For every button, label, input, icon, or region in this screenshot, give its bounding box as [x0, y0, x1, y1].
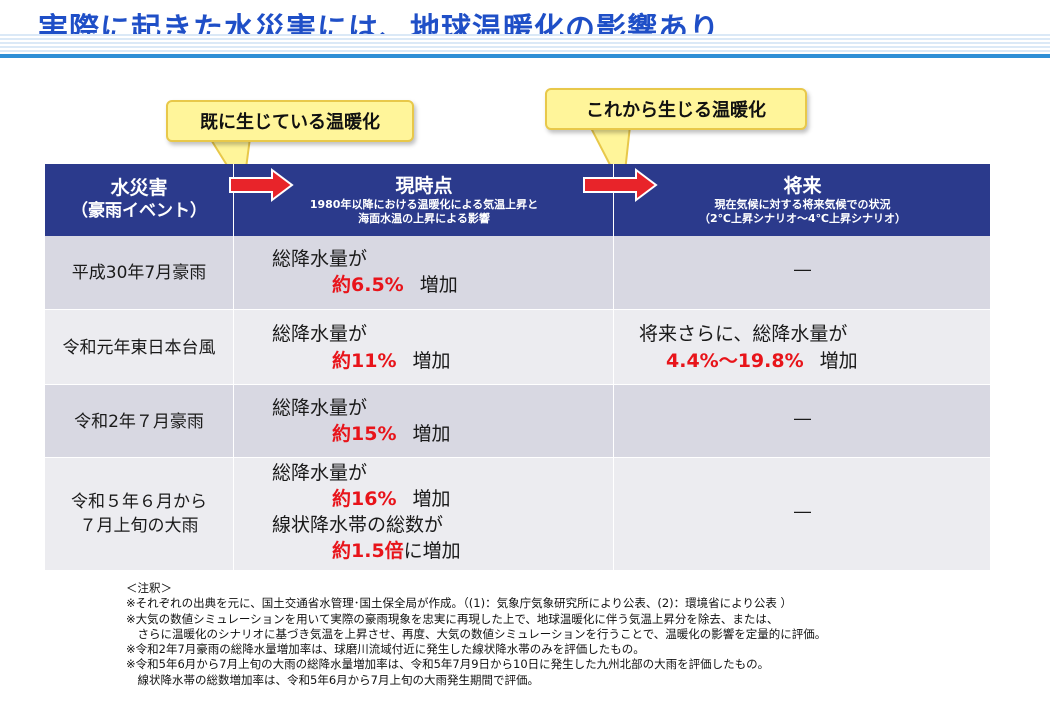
note-item: さらに温暖化のシナリオに基づき気温を上昇させ、再度、大気の数値シミュレーションを… — [126, 626, 827, 641]
table-row: 令和５年６月から ７月上旬の大雨 総降水量が 約16% 増加 線状降水帯の総数が… — [45, 457, 990, 570]
note-item: 線状降水帯の総数増加率は、令和5年6月から7月上旬の大雨発生期間で評価。 — [126, 672, 539, 687]
header-future-desc-1: 現在気候に対する将来気候での状況 — [714, 197, 891, 211]
disaster-name-line1: 令和５年６月から — [71, 492, 207, 512]
rainband-increase: 約1.5倍に増加 — [332, 538, 461, 564]
future-impact: ― — [613, 458, 991, 570]
disaster-name-line2: ７月上旬の大雨 — [79, 516, 199, 536]
current-value: 約6.5% — [332, 274, 404, 296]
table-row: 令和2年７月豪雨 総降水量が 約15% 増加 ― — [45, 384, 990, 458]
header-disaster-subtitle: （豪雨イベント） — [71, 201, 207, 221]
title-underline — [0, 54, 1050, 58]
current-value: 約11% — [332, 350, 397, 372]
current-impact: 総降水量が 約16% 増加 線状降水帯の総数が 約1.5倍に増加 — [233, 458, 614, 570]
note-heading: ＜注釈＞ — [126, 581, 172, 595]
note-item: ※大気の数値シミュレーションを用いて実際の豪雨現象を忠実に再現した上で、地球温暖… — [126, 611, 779, 626]
header-current-title: 現時点 — [395, 174, 453, 197]
current-label: 総降水量が — [272, 397, 368, 419]
table-header: 水災害 （豪雨イベント） 現時点 1980年以降における温暖化による気温上昇と … — [45, 164, 990, 236]
current-increase: 約11% 増加 — [332, 348, 451, 374]
future-dash: ― — [794, 260, 811, 280]
note-item: ※令和5年6月から7月上旬の大雨の総降水量増加率は、令和5年7月9日から10日に… — [126, 657, 770, 672]
header-disaster: 水災害 （豪雨イベント） — [45, 164, 233, 236]
callout-future-warming: これから生じる温暖化 — [545, 88, 807, 130]
callout-existing-warming: 既に生じている温暖化 — [166, 100, 414, 142]
header-current: 現時点 1980年以降における温暖化による気温上昇と 海面水温の上昇による影響 — [233, 164, 614, 236]
future-impact: 将来さらに、総降水量が 4.4%～19.8% 増加 — [613, 310, 991, 385]
rainband-value: 約1.5倍 — [332, 540, 404, 562]
arrow-right-icon — [583, 168, 658, 202]
rainband-suffix: に増加 — [403, 540, 461, 562]
header-future-title: 将来 — [783, 174, 822, 197]
footnotes: ＜注釈＞ ※それぞれの出典を元に、国土交通省水管理･国土保全局が作成。（(1)：… — [126, 581, 826, 688]
future-dash: ― — [794, 502, 811, 522]
disaster-name: 平成30年7月豪雨 — [71, 262, 207, 283]
header-future-desc-2: （2℃上昇シナリオ～4℃上昇シナリオ） — [699, 211, 906, 225]
note-item: ※令和2年7月豪雨の総降水量増加率は、球磨川流域付近に発生した線状降水帯のみを評… — [126, 642, 645, 657]
title-decoration — [0, 34, 1050, 56]
current-impact: 総降水量が 約6.5% 増加 — [233, 236, 614, 309]
arrow-right-icon — [229, 168, 294, 202]
current-suffix: 増加 — [412, 423, 451, 445]
current-suffix: 増加 — [412, 350, 451, 372]
future-dash: ― — [794, 409, 811, 429]
future-impact: ― — [613, 385, 991, 458]
current-suffix: 増加 — [419, 274, 458, 296]
disaster-name: 令和元年東日本台風 — [62, 337, 216, 358]
current-label: 総降水量が — [272, 248, 368, 270]
current-increase: 約6.5% 増加 — [332, 272, 458, 298]
current-impact: 総降水量が 約11% 増加 — [233, 310, 614, 385]
future-label: 将来さらに、総降水量が — [639, 323, 848, 345]
header-future: 将来 現在気候に対する将来気候での状況 （2℃上昇シナリオ～4℃上昇シナリオ） — [613, 164, 991, 236]
note-item: ※それぞれの出典を元に、国土交通省水管理･国土保全局が作成。（(1)：気象庁気象… — [126, 596, 793, 611]
current-increase: 約16% 増加 — [332, 486, 451, 512]
table-row: 平成30年7月豪雨 総降水量が 約6.5% 増加 ― — [45, 236, 990, 309]
rainband-label: 線状降水帯の総数が — [272, 514, 444, 536]
header-disaster-title: 水災害 — [110, 177, 168, 199]
header-current-desc-2: 海面水温の上昇による影響 — [358, 211, 490, 225]
current-suffix: 増加 — [412, 488, 451, 510]
current-label: 総降水量が — [272, 323, 368, 345]
current-value: 約15% — [332, 423, 397, 445]
current-increase: 約15% 増加 — [332, 421, 451, 447]
current-label: 総降水量が — [272, 462, 368, 484]
future-impact: ― — [613, 236, 991, 309]
future-suffix: 増加 — [819, 350, 858, 372]
future-increase: 4.4%～19.8% 増加 — [666, 348, 858, 374]
header-current-desc-1: 1980年以降における温暖化による気温上昇と — [309, 197, 539, 211]
future-value: 4.4%～19.8% — [666, 350, 804, 372]
current-impact: 総降水量が 約15% 増加 — [233, 385, 614, 458]
disaster-name: 令和2年７月豪雨 — [74, 411, 204, 432]
table-row: 令和元年東日本台風 総降水量が 約11% 増加 将来さらに、総降水量が 4.4%… — [45, 309, 990, 385]
current-value: 約16% — [332, 488, 397, 510]
disaster-name: 令和５年６月から ７月上旬の大雨 — [45, 458, 233, 570]
